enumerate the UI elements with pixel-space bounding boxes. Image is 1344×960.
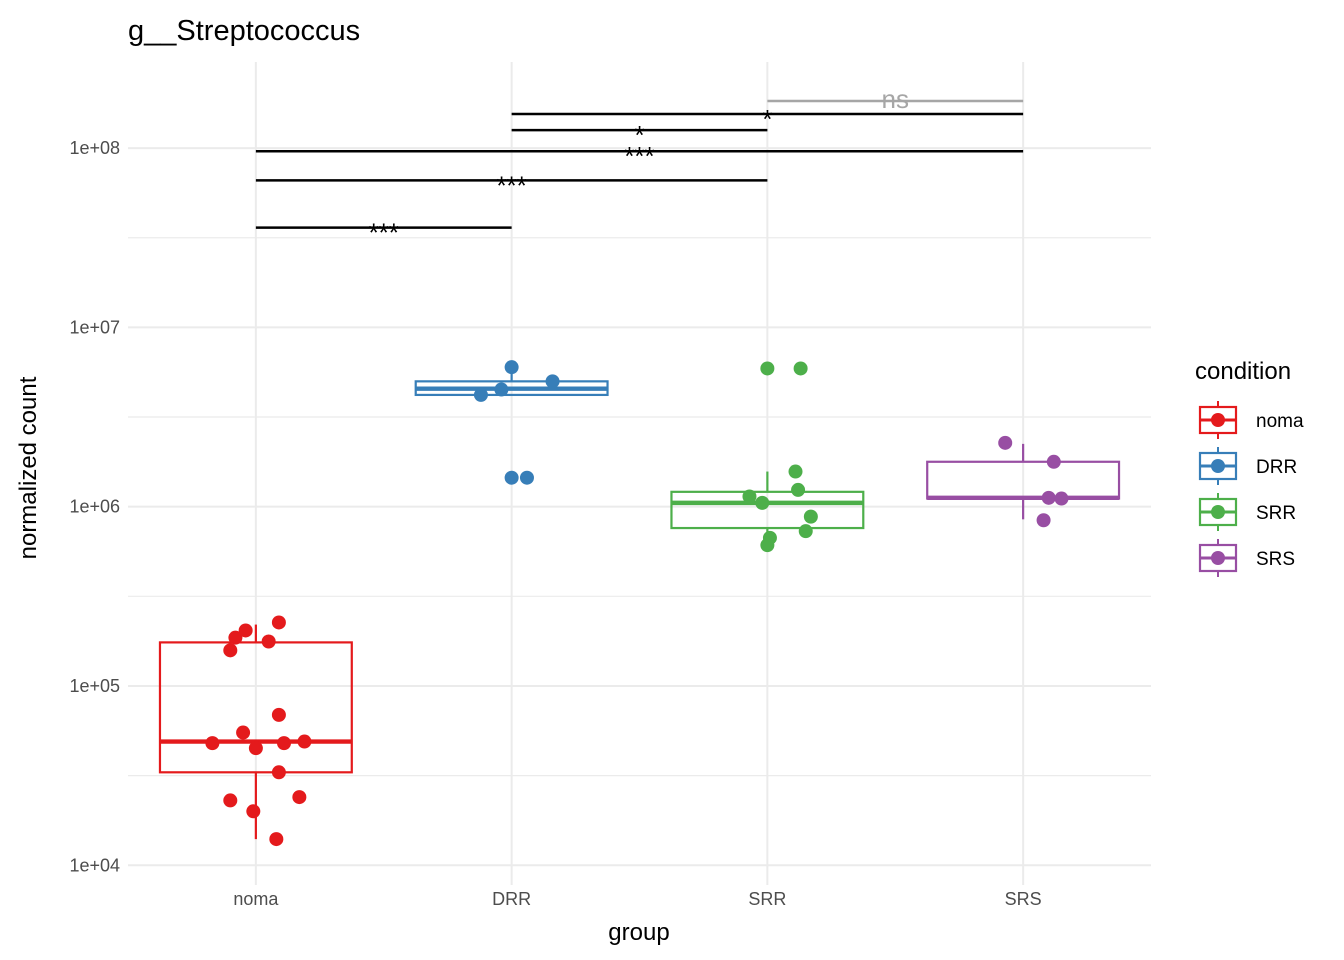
point-noma (292, 790, 307, 805)
point-SRS (998, 435, 1013, 450)
boxplot-SRS (926, 443, 1121, 520)
box-iqr (670, 490, 865, 530)
grid-lines (128, 62, 1151, 885)
point-noma (248, 741, 263, 756)
legend-key-point (1211, 459, 1225, 473)
significance-label: *** (369, 218, 399, 248)
significance-label: *** (624, 141, 654, 171)
point-noma (238, 623, 253, 638)
significance-label: * (634, 120, 644, 150)
legend-item-noma: noma (1198, 401, 1304, 439)
significance-label: * (762, 104, 772, 134)
point-SRR (798, 524, 813, 539)
chart-title: g__Streptococcus (128, 15, 360, 47)
point-SRR (793, 361, 808, 376)
point-DRR (494, 382, 509, 397)
legend-item-DRR: DRR (1198, 447, 1297, 485)
point-noma (205, 736, 220, 751)
point-noma (271, 615, 286, 630)
point-noma (271, 765, 286, 780)
legend-title: condition (1195, 358, 1291, 385)
point-noma (261, 634, 276, 649)
point-SRR (755, 495, 770, 510)
point-SRR (742, 489, 757, 504)
x-tick-label: noma (233, 889, 279, 909)
y-tick-label: 1e+06 (69, 497, 120, 517)
significance-label: ns (882, 84, 909, 114)
significance-label: *** (496, 170, 526, 200)
x-tick-label: SRR (748, 889, 786, 909)
point-DRR (519, 470, 534, 485)
point-noma (236, 725, 251, 740)
point-SRR (760, 538, 775, 553)
legend-key-point (1211, 551, 1225, 565)
point-noma (223, 793, 238, 808)
point-SRR (791, 482, 806, 497)
legend-label: SRR (1256, 503, 1296, 524)
legend-item-SRS: SRS (1198, 539, 1295, 577)
point-SRS (1054, 491, 1069, 506)
point-noma (271, 707, 286, 722)
point-noma (223, 643, 238, 658)
point-SRS (1041, 490, 1056, 505)
y-tick-label: 1e+04 (69, 855, 120, 875)
legend-item-SRR: SRR (1198, 493, 1296, 531)
x-axis-title: group (608, 919, 669, 946)
x-tick-label: DRR (492, 889, 531, 909)
point-noma (228, 630, 243, 645)
point-DRR (504, 470, 519, 485)
y-tick-label: 1e+08 (69, 138, 120, 158)
point-noma (269, 832, 284, 847)
legend-key-point (1211, 413, 1225, 427)
point-SRR (788, 464, 803, 479)
legend-label: DRR (1256, 457, 1297, 478)
point-noma (246, 804, 261, 819)
legend-key-point (1211, 505, 1225, 519)
point-SRR (760, 361, 775, 376)
point-SRS (1036, 513, 1051, 528)
y-tick-label: 1e+07 (69, 317, 120, 337)
legend: condition noma DRR SRR SRS (1195, 358, 1304, 577)
significance-brackets: ***********ns (255, 84, 1024, 248)
legend-label: SRS (1256, 549, 1295, 570)
box-iqr (158, 641, 353, 774)
y-axis-ticks: 1e+04 1e+05 1e+06 1e+07 1e+08 (69, 138, 120, 875)
data-points (205, 360, 1069, 847)
point-DRR (473, 387, 488, 402)
point-noma (277, 736, 292, 751)
point-SRR (803, 509, 818, 524)
x-axis-ticks: noma DRR SRR SRS (233, 889, 1041, 909)
boxplots (158, 367, 1121, 840)
y-tick-label: 1e+05 (69, 676, 120, 696)
point-DRR (545, 374, 560, 389)
x-tick-label: SRS (1005, 889, 1042, 909)
point-noma (297, 734, 312, 749)
y-axis-title: normalized count (15, 376, 42, 559)
point-SRS (1046, 454, 1061, 469)
legend-label: noma (1256, 411, 1304, 432)
point-DRR (504, 360, 519, 375)
